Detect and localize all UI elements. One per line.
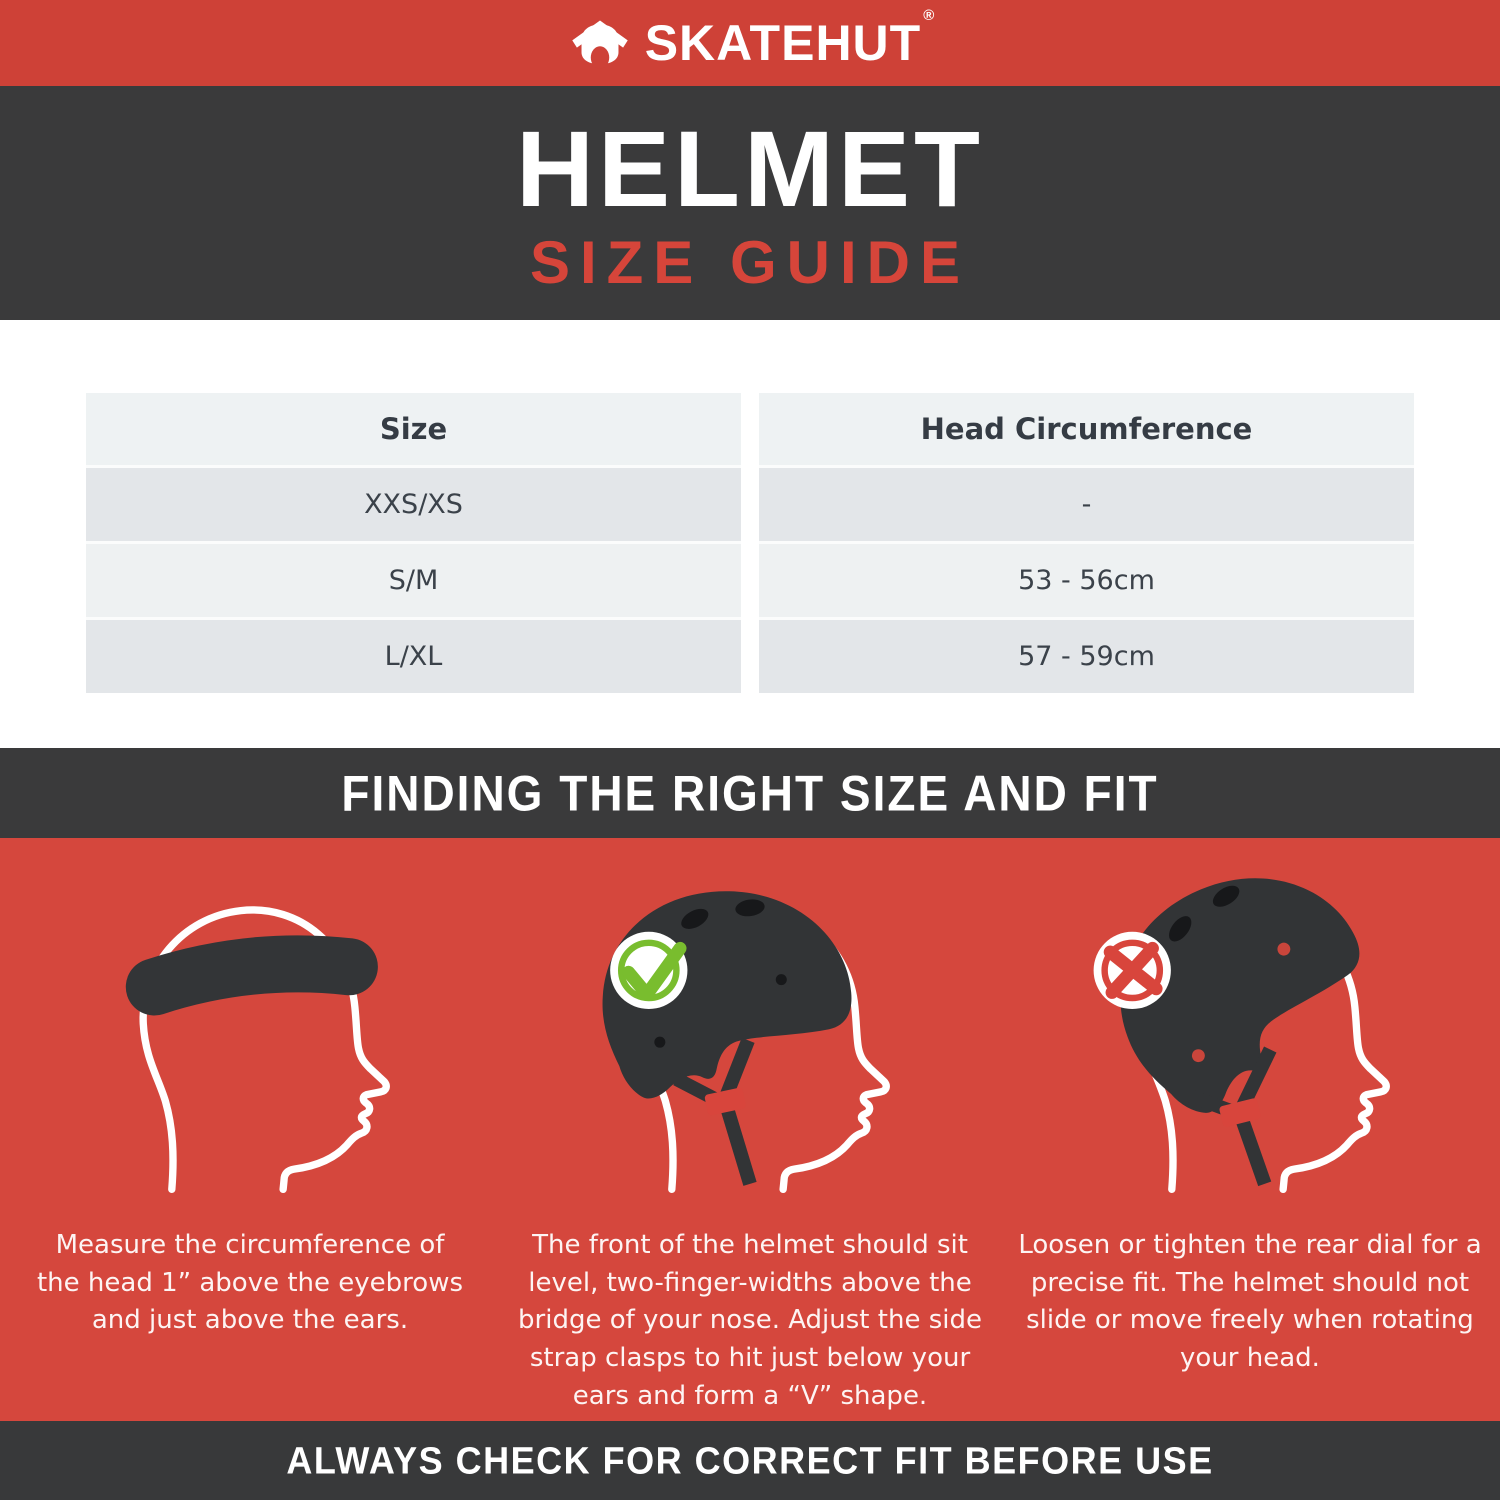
table-cell: S/M (86, 541, 741, 617)
step-caption: Loosen or tighten the rear dial for a pr… (1018, 1230, 1482, 1374)
strap-buckle (1219, 1098, 1261, 1127)
table-cell: 53 - 56cm (759, 541, 1414, 617)
table-cell: XXS/XS (86, 465, 741, 541)
size-table-section: Size XXS/XS S/M L/XL Head Circumference … (0, 320, 1500, 748)
table-cell: - (759, 465, 1414, 541)
measuring-band-head-illustration (125, 906, 390, 1194)
chin-strap (673, 1037, 757, 1186)
helmet-incorrect-fit-illustration (1093, 878, 1390, 1194)
chin-strap-loose (1186, 1046, 1277, 1187)
column-header-circumference: Head Circumference (759, 393, 1414, 465)
step-caption: The front of the helmet should sit level… (518, 1230, 982, 1411)
helmet-correct-fit-illustration (602, 891, 890, 1194)
section-heading: FINDING THE RIGHT SIZE AND FIT (341, 764, 1159, 822)
circumference-column: Head Circumference - 53 - 56cm 57 - 59cm (759, 393, 1414, 693)
strap-buckle (704, 1087, 746, 1116)
step-measure: Measure the circumference of the head 1”… (0, 860, 500, 1421)
page-subtitle: SIZE GUIDE (529, 229, 971, 296)
step-caption: Measure the circumference of the head 1”… (36, 1230, 464, 1336)
brand-name: SKATEHUT ® (644, 7, 936, 71)
size-column: Size XXS/XS S/M L/XL (86, 393, 741, 693)
table-cell: L/XL (86, 617, 741, 693)
registered-mark: ® (923, 7, 936, 25)
skatehut-logo-icon (571, 20, 628, 69)
column-header-size: Size (86, 393, 741, 465)
footer-bar: ALWAYS CHECK FOR CORRECT FIT BEFORE USE (0, 1421, 1500, 1500)
step-incorrect-fit: Loosen or tighten the rear dial for a pr… (1000, 860, 1500, 1421)
footer-warning: ALWAYS CHECK FOR CORRECT FIT BEFORE USE (286, 1438, 1214, 1482)
check-badge (610, 931, 688, 1010)
measuring-band (125, 935, 378, 1016)
title-block: HELMET SIZE GUIDE (0, 86, 1500, 320)
cross-badge (1093, 931, 1171, 1010)
table-cell: 57 - 59cm (759, 617, 1414, 693)
step-correct-fit: The front of the helmet should sit level… (500, 860, 1000, 1421)
fit-instructions-section: Measure the circumference of the head 1”… (0, 838, 1500, 1421)
section-heading-bar: FINDING THE RIGHT SIZE AND FIT (0, 748, 1500, 838)
brand-header: SKATEHUT ® (0, 0, 1500, 86)
helmet-tilted-back (1120, 878, 1360, 1113)
page-title: HELMET (516, 108, 984, 229)
